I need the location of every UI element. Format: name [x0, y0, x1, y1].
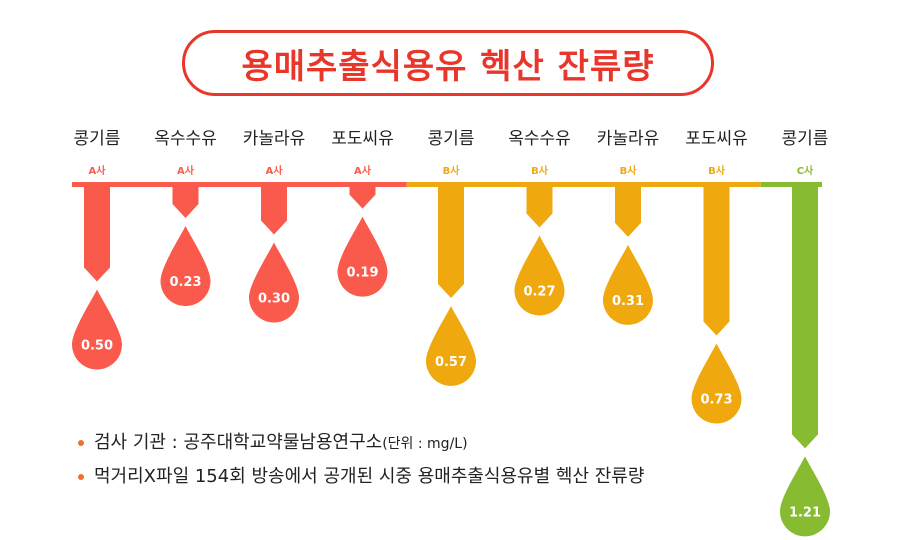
value-drop: [337, 216, 388, 297]
data-label: 0.73: [700, 393, 732, 408]
bar-stem: [84, 184, 110, 282]
bar-stem: [261, 184, 287, 235]
category-label: 콩기름: [782, 129, 829, 149]
broadcast-text: 먹거리X파일 154회 방송에서 공개된 시중 용매추출식용유별 헥산 잔류량: [94, 466, 645, 487]
note-broadcast: 먹거리X파일 154회 방송에서 공개된 시중 용매추출식용유별 헥산 잔류량: [78, 462, 644, 496]
value-drop: [160, 226, 211, 307]
bullet-icon: [78, 440, 84, 446]
value-drop: [603, 244, 653, 325]
value-drop: [691, 343, 742, 424]
bar-stem: [349, 184, 376, 209]
company-label: C사: [797, 164, 814, 177]
unit-text: (단위 : mg/L): [382, 436, 468, 452]
value-drop: [72, 289, 122, 370]
bar-stem: [615, 184, 641, 237]
value-drop: [514, 235, 565, 316]
company-label: A사: [266, 164, 284, 177]
value-drop: [249, 242, 299, 323]
data-label: 0.23: [169, 275, 201, 290]
data-label: 0.50: [81, 339, 113, 354]
bar-stem: [438, 184, 464, 298]
bar-stem: [792, 184, 818, 449]
value-drop: [426, 305, 476, 386]
notes: 검사 기관 : 공주대학교약물남용연구소(단위 : mg/L) 먹거리X파일 1…: [78, 428, 644, 496]
data-label: 0.27: [523, 284, 555, 299]
category-label: 포도씨유: [331, 129, 394, 149]
data-label: 0.30: [258, 292, 290, 307]
bar-stem: [172, 184, 199, 219]
value-drop: [780, 456, 830, 537]
note-source: 검사 기관 : 공주대학교약물남용연구소(단위 : mg/L): [78, 428, 644, 462]
company-label: B사: [708, 164, 726, 177]
baseline-segment-C: [760, 182, 822, 187]
company-label: B사: [443, 164, 461, 177]
company-label: A사: [354, 164, 372, 177]
category-label: 카놀라유: [597, 129, 660, 149]
title-banner: 용매추출식용유 헥산 잔류량: [182, 30, 714, 96]
data-label: 0.19: [346, 266, 378, 281]
category-label: 옥수수유: [154, 129, 217, 149]
company-label: B사: [620, 164, 638, 177]
category-label: 콩기름: [74, 129, 121, 149]
category-label: 옥수수유: [508, 129, 571, 149]
bar-stem: [526, 184, 553, 228]
data-label: 0.31: [612, 294, 644, 309]
chart-title: 용매추출식용유 헥산 잔류량: [241, 46, 655, 87]
data-label: 0.57: [435, 355, 467, 370]
data-label: 1.21: [789, 505, 821, 520]
bar-stem: [703, 184, 730, 336]
company-label: B사: [531, 164, 549, 177]
bullet-icon: [78, 474, 84, 480]
category-label: 포도씨유: [685, 129, 748, 149]
baseline-segment-A: [72, 182, 407, 187]
source-text: 검사 기관 : 공주대학교약물남용연구소: [94, 432, 383, 453]
baseline-segment-B: [406, 182, 761, 187]
company-label: A사: [89, 164, 107, 177]
company-label: A사: [177, 164, 195, 177]
category-label: 콩기름: [428, 129, 475, 149]
category-label: 카놀라유: [243, 129, 306, 149]
